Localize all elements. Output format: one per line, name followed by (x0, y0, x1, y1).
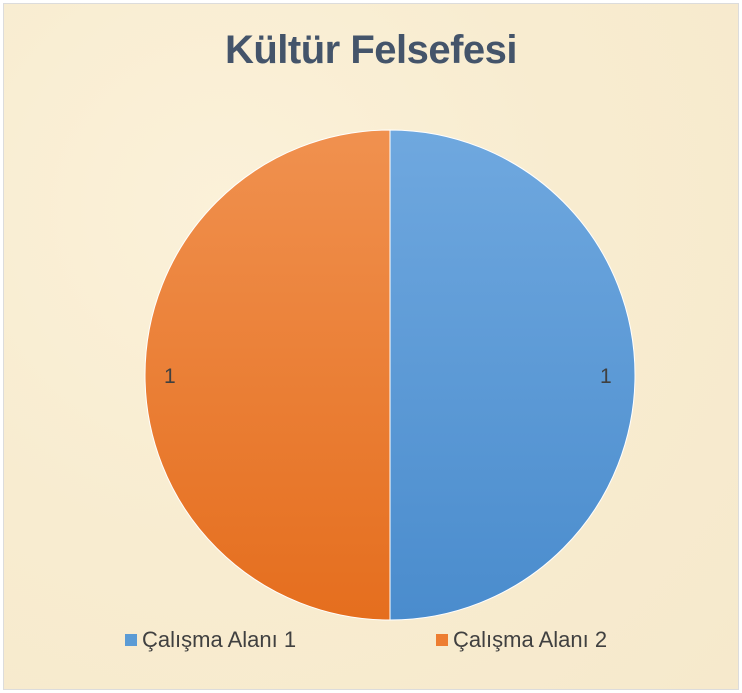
legend-item-2: Çalışma Alanı 2 (436, 627, 607, 653)
legend-item-1: Çalışma Alanı 1 (125, 627, 296, 653)
data-label-slice-1: 1 (600, 365, 612, 388)
pie-slice-2 (144, 129, 391, 621)
legend-swatch-1 (125, 634, 137, 646)
pie-slice-1 (389, 129, 636, 621)
chart-title: Kültür Felsefesi (224, 28, 518, 72)
legend-swatch-2 (436, 634, 448, 646)
data-label-slice-2: 1 (164, 365, 176, 388)
legend-label-1: Çalışma Alanı 1 (142, 627, 297, 652)
legend-label-2: Çalışma Alanı 2 (453, 627, 608, 652)
